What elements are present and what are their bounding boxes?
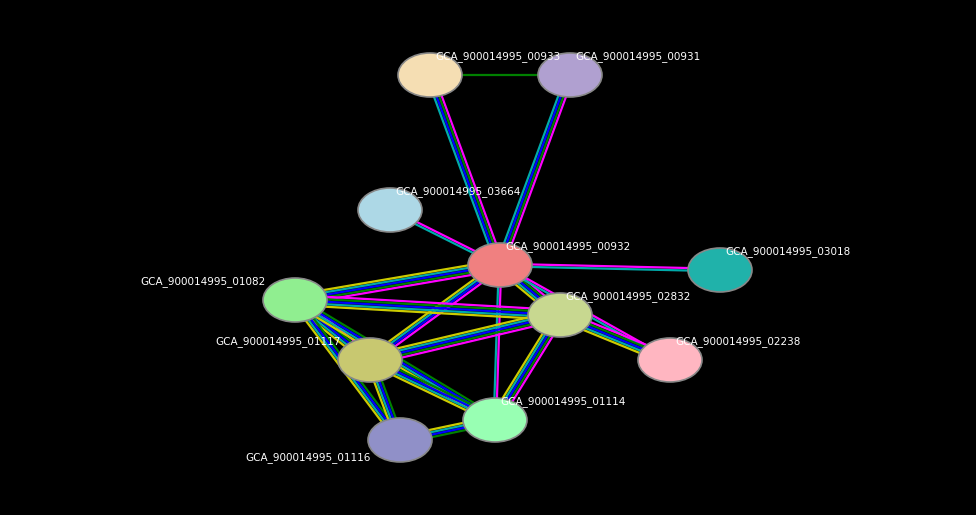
Ellipse shape: [368, 418, 432, 462]
Ellipse shape: [538, 53, 602, 97]
Ellipse shape: [398, 53, 462, 97]
Text: GCA_900014995_01114: GCA_900014995_01114: [500, 397, 626, 407]
Ellipse shape: [528, 293, 592, 337]
Text: GCA_900014995_01117: GCA_900014995_01117: [215, 336, 341, 348]
Text: GCA_900014995_03018: GCA_900014995_03018: [725, 247, 850, 258]
Ellipse shape: [468, 243, 532, 287]
Text: GCA_900014995_00933: GCA_900014995_00933: [435, 52, 560, 62]
Text: GCA_900014995_03664: GCA_900014995_03664: [395, 186, 520, 197]
Text: GCA_900014995_02832: GCA_900014995_02832: [565, 291, 690, 302]
Ellipse shape: [263, 278, 327, 322]
Ellipse shape: [358, 188, 422, 232]
Ellipse shape: [463, 398, 527, 442]
Text: GCA_900014995_00931: GCA_900014995_00931: [575, 52, 700, 62]
Text: GCA_900014995_02238: GCA_900014995_02238: [675, 336, 800, 348]
Text: GCA_900014995_01116: GCA_900014995_01116: [245, 453, 370, 464]
Text: GCA_900014995_00932: GCA_900014995_00932: [505, 242, 630, 252]
Ellipse shape: [688, 248, 752, 292]
Ellipse shape: [638, 338, 702, 382]
Ellipse shape: [338, 338, 402, 382]
Text: GCA_900014995_01082: GCA_900014995_01082: [140, 277, 265, 287]
